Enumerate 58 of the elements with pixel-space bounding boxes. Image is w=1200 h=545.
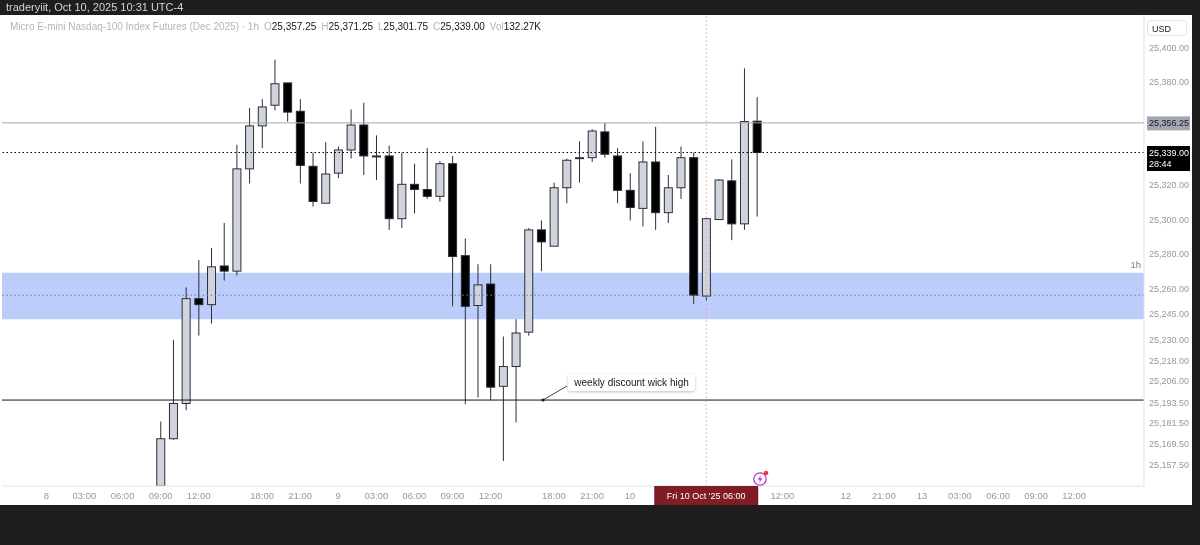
y-tick-label: 25,260.00 bbox=[1149, 283, 1190, 294]
x-tick-label: 9 bbox=[335, 490, 341, 501]
x-tick-label: 12:00 bbox=[186, 490, 211, 501]
x-tick-label: 10 bbox=[624, 490, 636, 501]
y-tick-label: 25,181.50 bbox=[1149, 418, 1190, 429]
y-tick-label: 25,400.00 bbox=[1149, 42, 1190, 53]
y-tick-label: 25,280.00 bbox=[1149, 249, 1190, 260]
ref-line-label: 25,339.00 28:44 bbox=[1149, 147, 1190, 169]
candlestick bbox=[194, 259, 204, 337]
y-axis-title: USD bbox=[1147, 20, 1187, 36]
x-tick-label: 09:00 bbox=[1024, 490, 1049, 501]
x-tick-label: 18:00 bbox=[250, 490, 275, 501]
x-tick-label: 06:00 bbox=[986, 490, 1010, 501]
annotation: weekly discount wick high bbox=[568, 374, 695, 392]
x-tick-label: 06:00 bbox=[402, 490, 427, 501]
x-tick-label: 21:00 bbox=[288, 490, 313, 501]
candlestick bbox=[270, 59, 280, 111]
y-tick-label: 25,193.50 bbox=[1149, 397, 1190, 408]
x-tick-label: 12:00 bbox=[1062, 490, 1087, 501]
y-tick-label: 25,157.50 bbox=[1149, 459, 1190, 470]
x-tick-label: 13 bbox=[916, 490, 928, 501]
candlestick bbox=[536, 219, 546, 272]
band-label: 1h bbox=[1130, 258, 1141, 270]
chart-subtitle: traderyiit, Oct 10, 2025 10:31 UTC-4 bbox=[6, 1, 184, 14]
x-tick-label: 06:00 bbox=[110, 490, 135, 501]
candlestick bbox=[257, 98, 267, 149]
y-tick-label: 25,300.00 bbox=[1149, 214, 1190, 225]
x-tick-label: 8 bbox=[43, 490, 50, 501]
x-tick-label: 12:00 bbox=[770, 490, 795, 501]
y-tick-label: 25,380.00 bbox=[1149, 77, 1190, 88]
x-tick-label: 12:00 bbox=[478, 490, 503, 501]
candlestick bbox=[371, 134, 381, 181]
x-tick-label: 21:00 bbox=[580, 490, 604, 501]
candlestick bbox=[333, 146, 343, 179]
x-tick-label: 09:00 bbox=[148, 490, 173, 501]
x-tick-label: 03:00 bbox=[72, 490, 97, 501]
x-tick-label: 03:00 bbox=[948, 490, 972, 501]
candlestick bbox=[575, 140, 584, 184]
x-tick-label: Fri 10 Oct '25 06:00 bbox=[666, 491, 746, 501]
y-tick-label: 25,320.00 bbox=[1149, 180, 1190, 191]
y-tick-label: 25,206.00 bbox=[1149, 376, 1190, 387]
y-tick-label: 25,245.00 bbox=[1149, 309, 1190, 320]
ref-line-label: 25,356.25 bbox=[1149, 118, 1190, 129]
y-tick-label: 25,169.50 bbox=[1149, 439, 1190, 450]
candlestick bbox=[219, 222, 229, 282]
x-tick-label: 09:00 bbox=[440, 490, 465, 501]
text: Micro E-mini Nasdaq-100 Index Futures (Dec 2025) · 1h bbox=[10, 21, 259, 32]
x-tick-label: 03:00 bbox=[364, 490, 389, 501]
text: O25,357.25 H25,371.25 L25,301.75 C25,339.00 Vol132.27K bbox=[264, 21, 541, 32]
candlestick bbox=[473, 263, 483, 398]
candlestick bbox=[410, 163, 420, 215]
y-tick-label: 25,218.00 bbox=[1149, 355, 1190, 366]
candlestick bbox=[625, 172, 635, 221]
x-tick-label: 21:00 bbox=[871, 490, 896, 501]
x-tick-label: 18:00 bbox=[542, 490, 566, 501]
x-tick-label: 12 bbox=[840, 490, 852, 501]
y-tick-label: 25,230.00 bbox=[1149, 335, 1190, 346]
candlestick bbox=[498, 335, 508, 462]
